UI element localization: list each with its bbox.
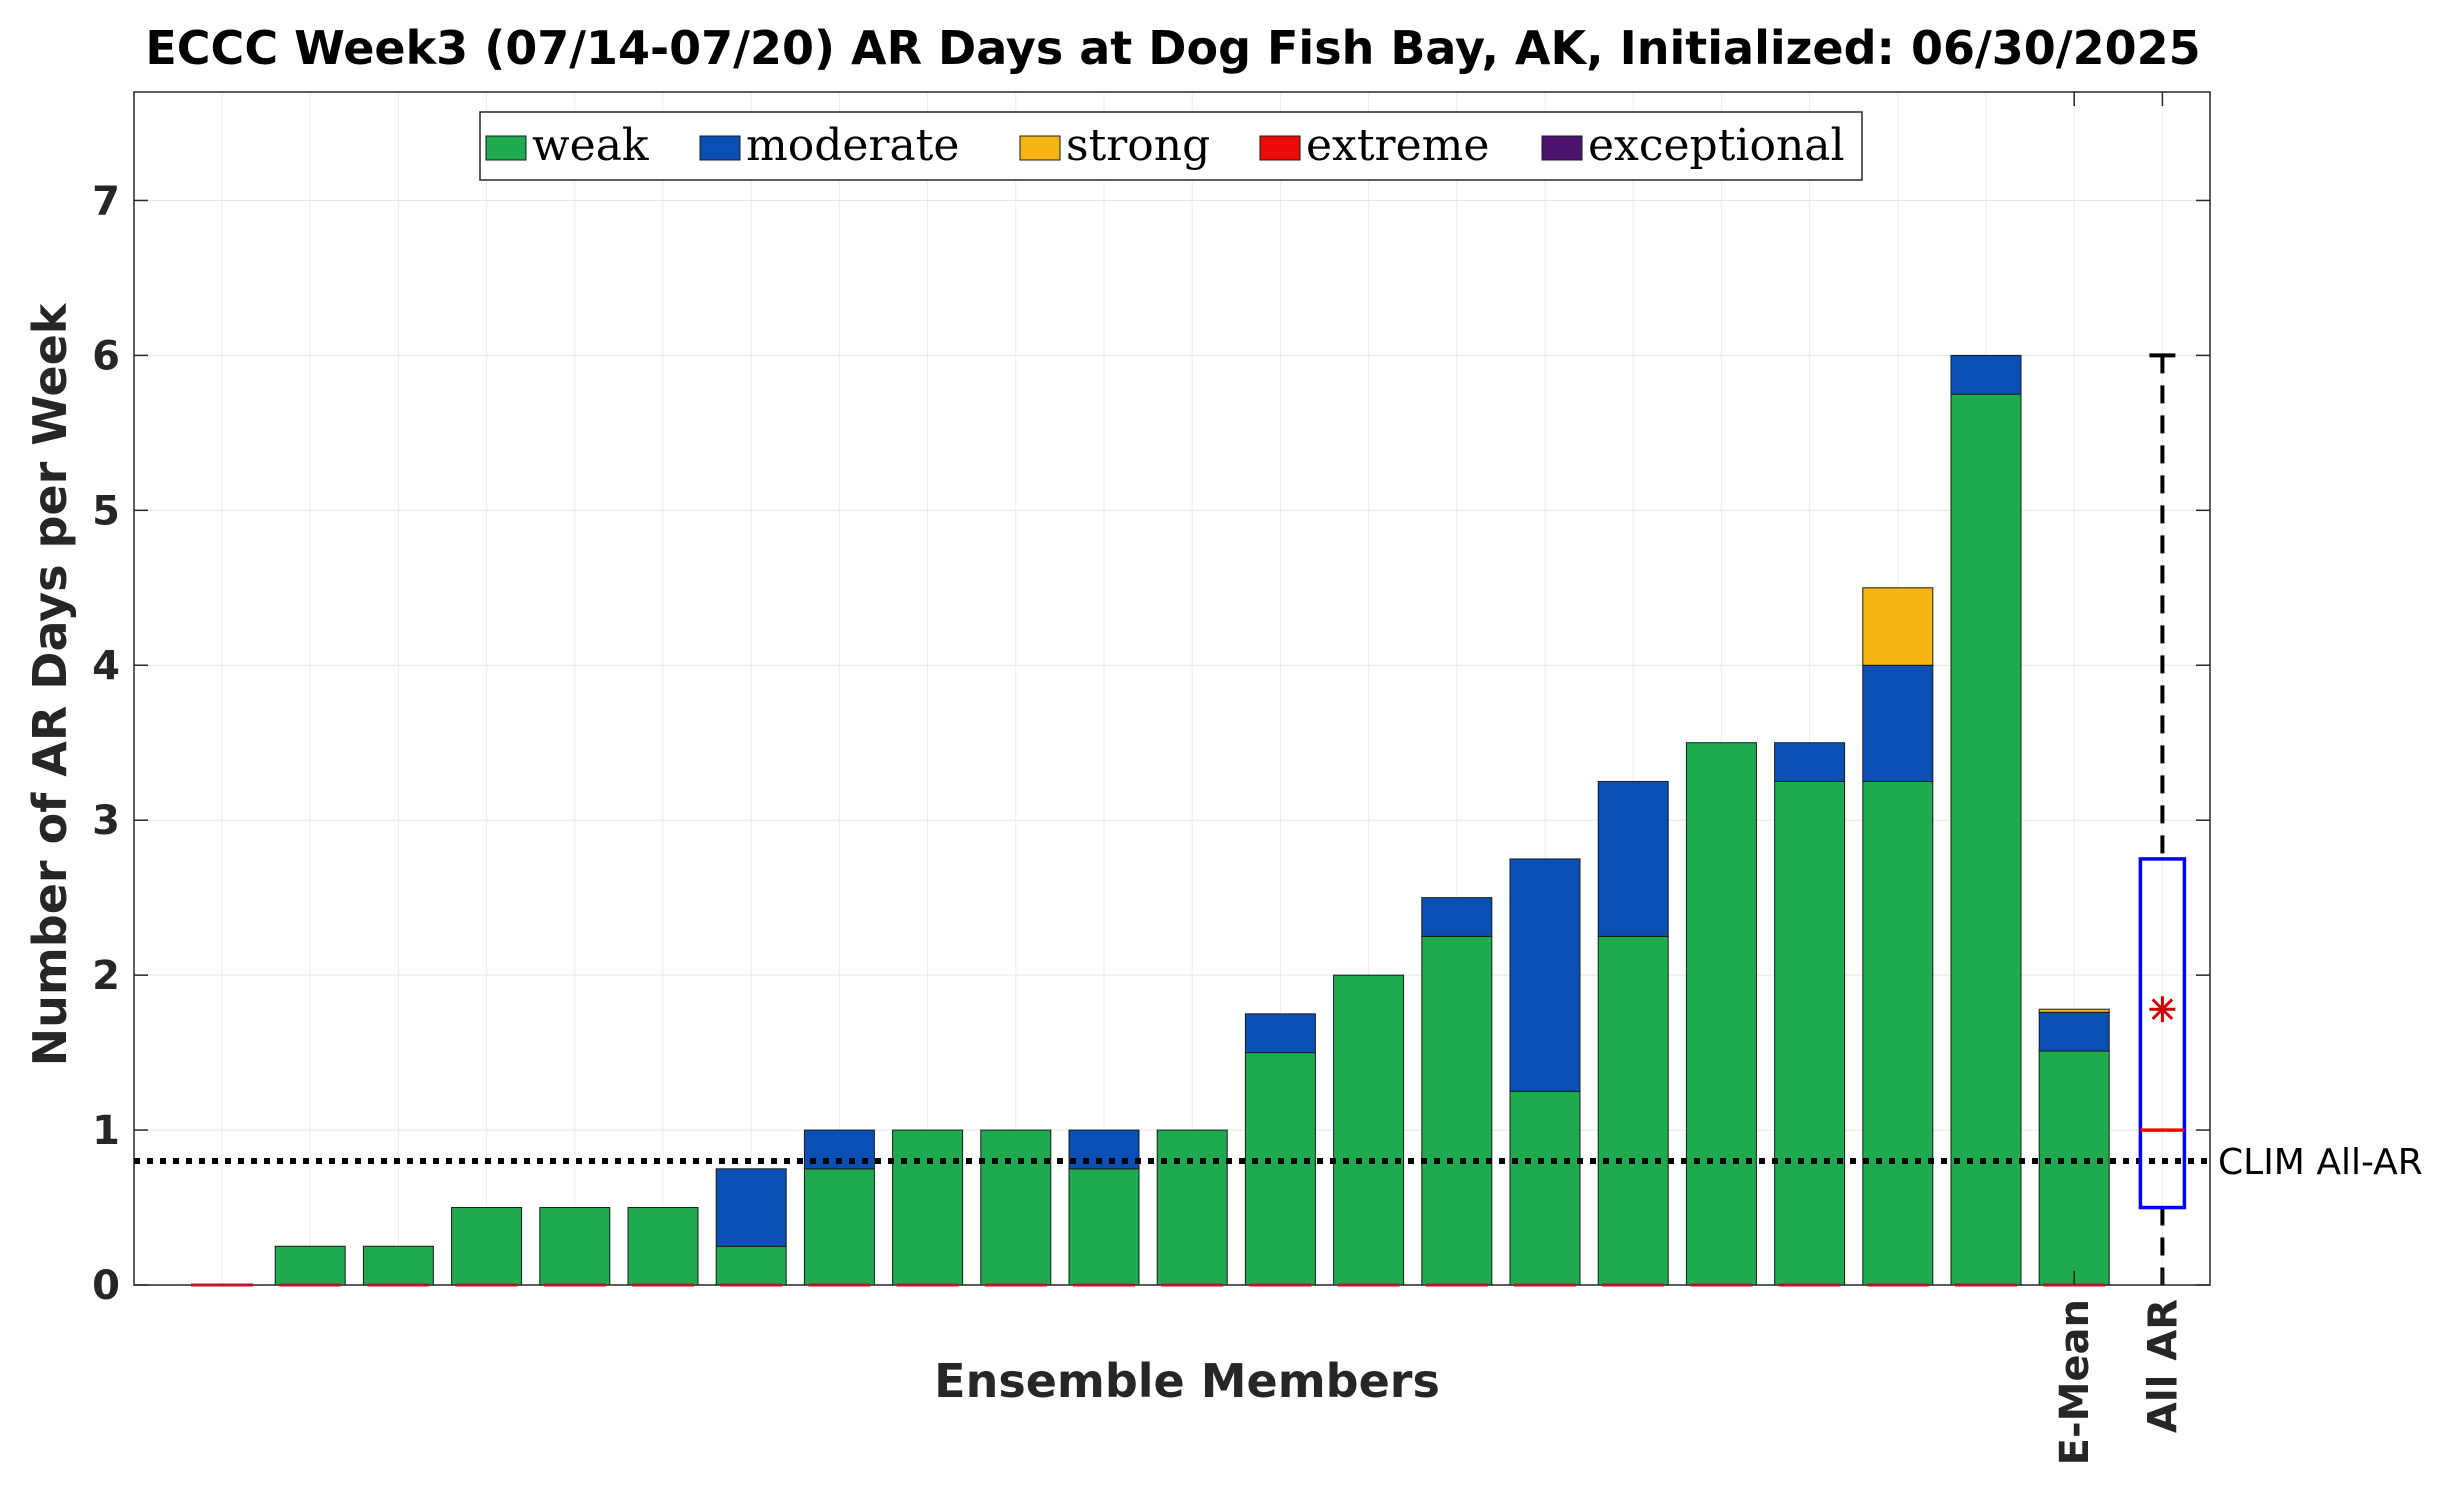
legend-label-moderate: moderate	[746, 120, 959, 171]
bar-moderate	[715, 1168, 787, 1247]
bar-weak	[451, 1207, 523, 1286]
boxplot-mean-marker	[2151, 998, 2174, 1021]
bar-weak	[1068, 1168, 1140, 1286]
y-tick-label: 2	[92, 953, 120, 999]
y-tick-label: 1	[92, 1108, 120, 1154]
bar-weak	[1685, 742, 1757, 1286]
chart-title: ECCC Week3 (07/14-07/20) AR Days at Dog …	[145, 21, 2200, 75]
bar-strong	[1862, 587, 1934, 666]
y-axis-label: Number of AR Days per Week	[23, 302, 77, 1066]
legend-label-exceptional: exceptional	[1588, 120, 1845, 171]
bar-weak	[1421, 935, 1493, 1286]
legend-swatch-weak	[485, 135, 527, 161]
bar-weak	[892, 1129, 964, 1286]
bar-strong	[2038, 1008, 2110, 1013]
x-category-labels: E-Mean All AR	[2052, 92, 2186, 1465]
bar-weak	[1509, 1090, 1581, 1286]
bar-weak	[362, 1245, 434, 1286]
legend-label-extreme: extreme	[1306, 120, 1489, 171]
y-tick-label: 5	[92, 488, 120, 534]
bar-weak	[1597, 935, 1669, 1286]
bar-weak	[1156, 1129, 1228, 1286]
bar-weak	[1333, 974, 1405, 1286]
bar-moderate	[1597, 780, 1669, 937]
bar-weak	[980, 1129, 1052, 1286]
bar-weak	[627, 1207, 699, 1286]
legend-label-weak: weak	[532, 120, 649, 171]
bar-weak	[539, 1207, 611, 1286]
bar-weak	[715, 1245, 787, 1286]
legend-swatch-exceptional	[1541, 135, 1583, 161]
reference-line-group: CLIM All-AR	[134, 1142, 2423, 1183]
boxplot-box	[2138, 857, 2187, 1210]
bar-weak	[1244, 1052, 1316, 1286]
bar-moderate	[1509, 858, 1581, 1092]
y-axis-ticks: 0 1 2 3 4 5 6 7	[92, 178, 2210, 1309]
y-tick-label: 0	[92, 1263, 120, 1309]
legend-label-strong: strong	[1066, 120, 1210, 171]
legend: weak moderate strong extreme exceptional	[479, 111, 1863, 181]
bar-weak	[1950, 393, 2022, 1286]
legend-swatch-strong	[1019, 135, 1061, 161]
bar-weak	[274, 1245, 346, 1286]
bar-weak	[803, 1168, 875, 1286]
bar-moderate	[1950, 354, 2022, 395]
legend-swatch-moderate	[699, 135, 741, 161]
bar-moderate	[1862, 664, 1934, 782]
y-tick-label: 3	[92, 798, 120, 844]
legend-swatch-extreme	[1259, 135, 1301, 161]
bar-weak	[2038, 1050, 2110, 1286]
bar-moderate	[1244, 1013, 1316, 1054]
x-category-label: All AR	[2140, 1299, 2186, 1433]
bar-moderate	[1068, 1129, 1140, 1170]
y-tick-label: 4	[92, 643, 120, 689]
y-tick-label: 6	[92, 333, 120, 379]
x-axis-label: Ensemble Members	[934, 1354, 1440, 1408]
bar-moderate	[1774, 742, 1846, 782]
bar-weak	[1774, 780, 1846, 1286]
clim-reference-label: CLIM All-AR	[2218, 1142, 2423, 1183]
bar-weak	[1862, 780, 1934, 1286]
x-category-label: E-Mean	[2052, 1299, 2098, 1465]
bar-moderate	[1421, 897, 1493, 937]
bar-moderate	[2038, 1011, 2110, 1052]
y-tick-label: 7	[92, 178, 120, 224]
bar-series	[191, 354, 2110, 1287]
